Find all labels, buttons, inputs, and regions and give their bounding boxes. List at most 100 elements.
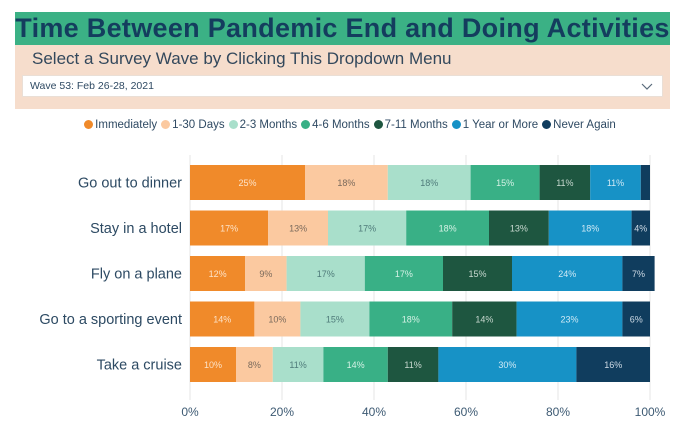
title-bar: Time Between Pandemic End and Doing Acti… (15, 12, 670, 45)
legend-swatch (373, 120, 383, 129)
bar-segment[interactable] (622, 256, 655, 291)
x-tick-label: 40% (362, 405, 386, 419)
legend-item[interactable]: 4-6 Months (301, 119, 370, 131)
data-label: 16% (604, 360, 622, 370)
bar-segment[interactable] (190, 256, 246, 291)
legend-item[interactable]: 2-3 Months (228, 119, 298, 131)
bar-segment[interactable] (576, 347, 650, 382)
data-label: 14% (347, 360, 365, 370)
data-label: 13% (289, 224, 307, 234)
bar-segment[interactable] (452, 301, 517, 337)
legend-item[interactable]: Immediately (84, 119, 157, 131)
data-label: 13% (510, 224, 528, 234)
wave-selector-label: Select a Survey Wave by Clicking This Dr… (32, 49, 452, 68)
legend-swatch (84, 120, 94, 129)
bar-segment[interactable] (470, 165, 540, 200)
bar-segment[interactable] (328, 210, 407, 246)
legend-label: Immediately (95, 119, 158, 131)
data-label: 11% (607, 178, 624, 188)
category-label: Fly on a plane (91, 267, 182, 283)
data-label: 24% (558, 269, 576, 279)
bar-segment[interactable] (489, 210, 549, 246)
data-label: 17% (220, 224, 238, 234)
wave-dropdown-value: Wave 53: Feb 26-28, 2021 (30, 80, 154, 92)
bar-segment[interactable] (190, 210, 269, 246)
bar-segment[interactable] (305, 165, 388, 200)
data-label: 10% (268, 315, 286, 325)
bar-segment[interactable] (272, 347, 324, 382)
data-label: 30% (498, 360, 516, 370)
data-label: 9% (259, 269, 272, 279)
bar-segment[interactable] (190, 301, 255, 337)
bar-segment[interactable] (268, 210, 328, 246)
bar-segment[interactable] (245, 256, 287, 291)
data-label: 7% (632, 269, 645, 279)
legend-label: 1 Year or More (462, 119, 539, 131)
data-label: 15% (468, 269, 486, 279)
bar-segment[interactable] (590, 165, 641, 200)
legend-item[interactable]: 1-30 Days (161, 119, 225, 131)
legend-label: Never Again (553, 119, 616, 131)
data-label: 8% (248, 360, 261, 370)
bar-segment[interactable] (640, 165, 650, 200)
data-label: 10% (204, 360, 222, 370)
bar-segment[interactable] (387, 165, 471, 200)
bar-segment[interactable] (512, 256, 623, 291)
data-label: 25% (238, 178, 256, 188)
bar-segment[interactable] (364, 256, 443, 291)
data-label: 11% (556, 178, 573, 188)
legend-item[interactable]: 1 Year or More (451, 119, 539, 131)
bar-segment[interactable] (369, 301, 453, 337)
bar-segment[interactable] (236, 347, 273, 382)
bar-segment[interactable] (190, 347, 236, 382)
x-tick-label: 80% (546, 405, 570, 419)
legend-label: 2-3 Months (239, 119, 298, 131)
x-tick-label: 20% (270, 405, 294, 419)
data-label: 17% (395, 269, 413, 279)
bar-segment[interactable] (443, 256, 512, 291)
legend-label: 1-30 Days (172, 119, 225, 131)
wave-dropdown[interactable]: Wave 53: Feb 26-28, 2021 (22, 75, 663, 97)
data-label: 11% (289, 360, 306, 370)
data-label: 6% (630, 315, 643, 325)
data-label: 17% (317, 269, 335, 279)
legend-label: 4-6 Months (312, 119, 370, 131)
legend-label: 7-11 Months (384, 119, 448, 131)
data-label: 15% (326, 315, 344, 325)
page-title: Time Between Pandemic End and Doing Acti… (15, 13, 670, 43)
bar-segment[interactable] (286, 256, 365, 291)
bar-segment[interactable] (190, 165, 305, 200)
data-label: 14% (213, 315, 231, 325)
bar-segment[interactable] (323, 347, 388, 382)
category-label: Go to a sporting event (39, 312, 182, 328)
x-tick-label: 0% (181, 405, 199, 419)
x-tick-label: 100% (635, 405, 666, 419)
bar-segment[interactable] (254, 301, 301, 337)
bar-segment[interactable] (548, 210, 632, 246)
wave-selector-panel: Select a Survey Wave by Clicking This Dr… (15, 45, 670, 109)
data-label: 18% (402, 315, 420, 325)
data-label: 18% (337, 178, 355, 188)
data-label: 14% (475, 315, 493, 325)
bar-segment[interactable] (631, 210, 650, 246)
legend-swatch (542, 120, 552, 129)
bar-segment[interactable] (387, 347, 439, 382)
legend-swatch (161, 120, 171, 129)
data-label: 18% (439, 224, 457, 234)
data-label: 18% (581, 224, 599, 234)
legend-item[interactable]: 7-11 Months (373, 119, 448, 131)
category-label: Go out to dinner (78, 176, 182, 192)
bar-segment[interactable] (539, 165, 591, 200)
chevron-down-icon[interactable] (640, 79, 654, 93)
data-label: 23% (560, 315, 578, 325)
bar-segment[interactable] (438, 347, 577, 382)
legend-item[interactable]: Never Again (542, 119, 616, 131)
legend-swatch (451, 120, 461, 129)
bar-segment[interactable] (622, 301, 650, 337)
data-label: 12% (209, 269, 227, 279)
bar-segment[interactable] (406, 210, 489, 246)
data-label: 17% (358, 224, 376, 234)
bar-segment[interactable] (516, 301, 623, 337)
bar-segment[interactable] (300, 301, 370, 337)
